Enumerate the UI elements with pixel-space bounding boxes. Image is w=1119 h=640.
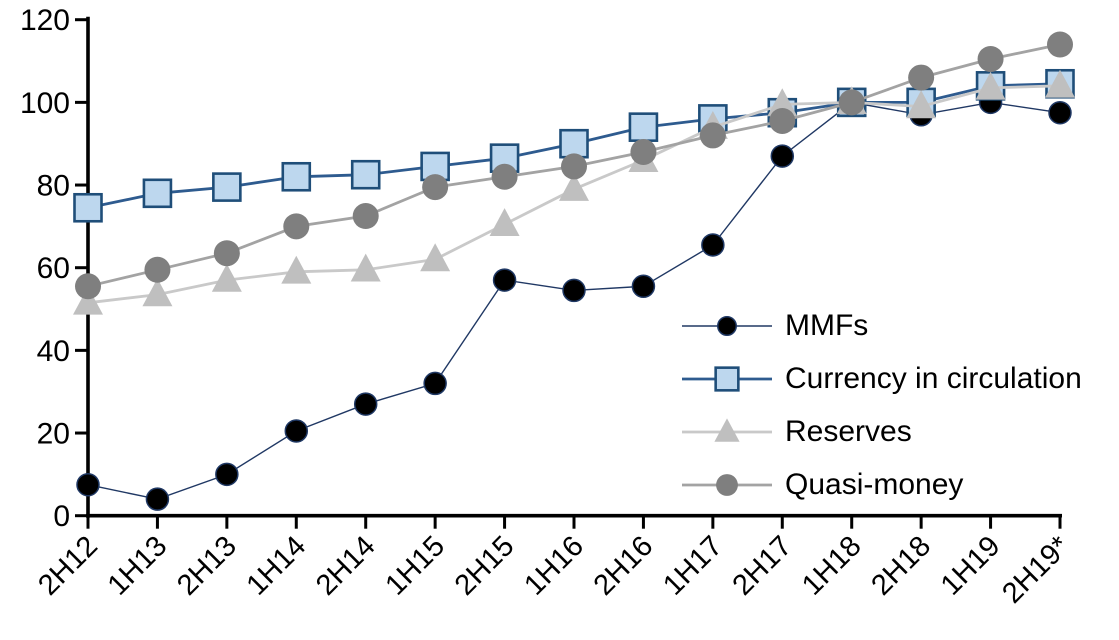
legend-marker-reserves	[681, 414, 773, 450]
x-axis-tick-label: 1H15	[379, 530, 451, 602]
data-point-currency-in-circulation-2h12	[73, 192, 103, 223]
x-axis-tick-label: 2H16	[588, 530, 660, 602]
data-point-reserves-2h12	[73, 286, 103, 315]
data-point-quasi-money-1h14	[283, 213, 310, 240]
data-point-currency-in-circulation-2h15	[489, 143, 520, 173]
data-point-reserves-1h15	[420, 243, 451, 272]
data-point-reserves-2h13	[211, 263, 242, 292]
data-point-mmfs-1h17	[701, 233, 725, 257]
data-point-quasi-money-2h14	[352, 203, 379, 230]
data-point-currency-in-circulation-1h14	[281, 161, 312, 192]
data-point-mmfs-2h19	[1048, 100, 1072, 125]
data-point-mmfs-1h13	[145, 487, 170, 511]
data-point-reserves-2h14	[350, 253, 381, 282]
data-point-mmfs-2h13	[215, 462, 239, 487]
y-axis-tick-label: 60	[37, 252, 70, 285]
legend-marker-mmfs	[681, 308, 773, 344]
legend-item-reserves: Reserves	[681, 405, 1082, 458]
data-point-mmfs-1h15	[423, 371, 447, 396]
data-point-mmfs-2h14	[353, 392, 378, 416]
x-axis-tick-label: 1H17	[657, 530, 729, 602]
data-point-mmfs-1h16	[562, 278, 586, 303]
data-point-quasi-money-1h15	[422, 174, 449, 201]
legend-marker-glyph-currency-in-circulation	[682, 365, 772, 392]
data-point-quasi-money-2h19	[1047, 31, 1073, 58]
legend-marker-quasi-money	[681, 467, 773, 503]
data-point-reserves-1h13	[142, 278, 173, 307]
legend-marker-shape-reserves	[714, 417, 740, 442]
legend-item-quasi-money: Quasi-money	[681, 458, 1082, 511]
x-axis-tick-label: 2H13	[171, 530, 243, 602]
data-point-reserves-1h16	[559, 173, 589, 201]
data-point-quasi-money-1h17	[699, 122, 726, 149]
data-point-quasi-money-2h18	[908, 64, 935, 91]
legend-item-currency-in-circulation: Currency in circulation	[681, 352, 1082, 405]
x-axis-tick-label: 1H13	[102, 530, 174, 602]
data-point-reserves-2h19	[1045, 69, 1075, 98]
y-axis-tick-label: 40	[37, 335, 70, 368]
legend-marker-shape-quasi-money	[716, 473, 738, 496]
legend-marker-glyph-reserves	[682, 417, 772, 442]
x-axis-tick-label: 2H17	[727, 530, 799, 602]
data-point-reserves-1h19	[975, 71, 1006, 100]
data-point-currency-in-circulation-2h14	[350, 159, 381, 190]
data-point-quasi-money-2h15	[491, 163, 518, 190]
data-point-quasi-money-1h19	[977, 45, 1004, 72]
data-point-currency-in-circulation-2h16	[628, 112, 659, 142]
x-axis-tick-label: 1H14	[241, 530, 313, 602]
x-axis-tick-label: 1H19	[935, 530, 1007, 602]
x-axis-tick-label: 2H14	[310, 530, 382, 602]
data-point-mmfs-1h14	[284, 419, 309, 443]
data-point-reserves-2h18	[906, 90, 937, 119]
y-axis-tick-label: 80	[37, 170, 70, 203]
data-point-quasi-money-2h12	[75, 273, 101, 300]
legend-marker-glyph-mmfs	[682, 315, 772, 336]
data-point-quasi-money-1h16	[561, 153, 587, 180]
data-point-reserves-2h17	[767, 88, 798, 117]
data-point-quasi-money-2h16	[630, 138, 657, 165]
legend-marker-glyph-quasi-money	[682, 473, 772, 496]
data-point-quasi-money-2h13	[213, 240, 240, 267]
legend-label-mmfs: MMFs	[785, 308, 869, 342]
data-point-mmfs-2h15	[492, 268, 517, 292]
data-point-quasi-money-1h13	[144, 256, 171, 283]
legend: MMFs Currency in circulation Reserves Qu…	[681, 299, 1082, 511]
data-point-mmfs-2h12	[76, 472, 100, 497]
legend-label-reserves: Reserves	[785, 414, 912, 448]
series-quasi-money	[75, 31, 1073, 300]
x-axis-tick-label: 2H12	[32, 530, 104, 602]
data-point-reserves-2h15	[489, 208, 520, 236]
legend-marker-shape-mmfs	[717, 315, 737, 336]
y-axis-tick-label: 0	[53, 500, 70, 533]
x-axis-tick-label: 1H18	[796, 530, 868, 602]
y-axis-tick-label: 100	[20, 87, 70, 120]
x-axis-tick-label: 1H16	[518, 530, 590, 602]
data-point-quasi-money-1h18	[838, 89, 865, 116]
data-point-mmfs-2h17	[770, 144, 795, 168]
x-axis-tick-label: 2H15	[449, 530, 521, 602]
data-point-quasi-money-2h17	[769, 107, 796, 134]
legend-item-mmfs: MMFs	[681, 299, 1082, 352]
y-axis-tick-label: 20	[37, 418, 70, 451]
x-axis-tick-label: 2H19*	[996, 530, 1076, 610]
data-point-reserves-1h14	[281, 255, 312, 284]
data-point-currency-in-circulation-1h13	[142, 178, 173, 209]
legend-marker-currency-in-circulation	[681, 361, 773, 397]
data-point-currency-in-circulation-2h13	[212, 172, 242, 202]
legend-marker-shape-currency-in-circulation	[714, 365, 740, 392]
legend-label-quasi-money: Quasi-money	[785, 467, 964, 501]
data-point-currency-in-circulation-1h16	[559, 128, 589, 159]
legend-label-currency-in-circulation: Currency in circulation	[785, 361, 1082, 395]
x-axis-tick-label: 2H18	[865, 530, 937, 602]
data-point-mmfs-2h16	[631, 274, 656, 299]
y-axis-tick-label: 120	[20, 4, 70, 37]
